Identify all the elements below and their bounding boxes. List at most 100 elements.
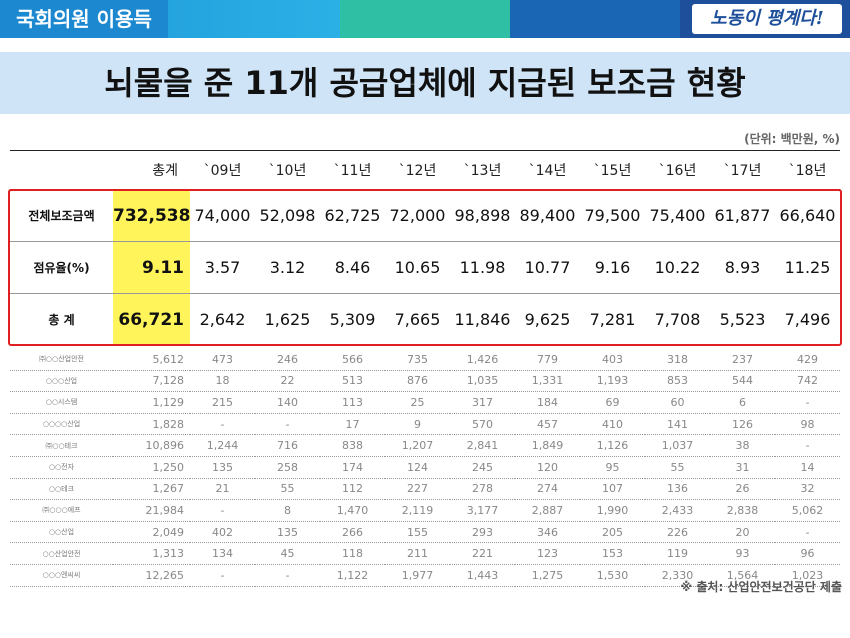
summary-row: 전체보조금액 732,538 74,000 52,098 62,725 72,000 98,…: [10, 189, 840, 242]
value-cell: 10.22: [645, 241, 710, 294]
value-cell: 22: [255, 370, 320, 393]
value-cell: 135: [190, 456, 255, 479]
value-cell: 1,530: [580, 564, 645, 587]
value-cell: 226: [645, 521, 710, 544]
value-cell: 89,400: [515, 189, 580, 242]
value-cell: 5,523: [719, 310, 766, 330]
detail-row: ○○○○산업 1,828- -17 9 570 457 410 141 126 98: [10, 413, 840, 436]
value-cell: 69: [580, 391, 645, 414]
value-cell: 20: [710, 521, 775, 544]
total-cell: 1,250: [113, 456, 190, 479]
header-cell: `11년: [320, 150, 385, 190]
source-note: ※ 출처: 산업안전보건공단 제출: [680, 580, 842, 594]
header-cell: `14년: [515, 150, 580, 190]
value-cell: -: [775, 391, 840, 414]
value-cell: 52,098: [255, 189, 320, 242]
value-cell: 245: [450, 456, 515, 479]
value-cell: 1,207: [385, 434, 450, 457]
value-cell: 1,035: [450, 370, 515, 393]
value-cell: 98: [775, 413, 840, 436]
header-cell: `15년: [580, 150, 645, 190]
value-cell: 1,126: [580, 434, 645, 457]
value-cell: 11,846: [454, 310, 511, 330]
value-cell: 473: [190, 349, 255, 371]
banner-segment-blue: [510, 0, 680, 38]
value-cell: 26: [710, 478, 775, 501]
value-cell: 346: [515, 521, 580, 544]
value-cell: 1,193: [580, 370, 645, 393]
summary-row: 점유율(%) 9.11 3.57 3.12 8.46 10.65 11.98 10.77 9.1…: [10, 241, 840, 294]
value-cell: 79,500: [580, 189, 645, 242]
total-cell: 2,049: [113, 521, 190, 544]
value-cell: -: [775, 521, 840, 544]
total-cell: 7,128: [113, 370, 190, 393]
value-cell: 136: [645, 478, 710, 501]
value-cell: 1,625: [264, 310, 311, 330]
value-cell: 402: [190, 521, 255, 544]
value-cell: 2,841: [450, 434, 515, 457]
value-cell: 140: [255, 391, 320, 414]
header-cell: 총계: [113, 150, 190, 190]
value-cell: 274: [515, 478, 580, 501]
top-banner: 국회의원 이용득 노동이 평계다!: [0, 0, 850, 38]
header-cell: `09년: [190, 150, 255, 190]
total-cell: 1,313: [113, 542, 190, 565]
value-cell: 3.12: [255, 241, 320, 294]
value-cell: 237: [710, 349, 775, 371]
value-cell: 10.65: [385, 241, 450, 294]
value-cell: 6: [710, 391, 775, 414]
header-cell: `16년: [645, 150, 710, 190]
value-cell: 7,665: [394, 310, 441, 330]
value-cell: 317: [450, 391, 515, 414]
detail-row: ○○산업안전 1,313 134 45 118 211 221 123 153 119 93 96: [10, 542, 840, 565]
total-cell: 1,129: [113, 391, 190, 414]
header-cell: `13년: [450, 150, 515, 190]
value-cell: 293: [450, 521, 515, 544]
total-cell: 66,721: [113, 293, 190, 346]
detail-row: ㈜○○테크 10,896 1,244 716 838 1,207 2,841 1,849 1,1…: [10, 434, 840, 457]
value-cell: 8.93: [710, 241, 775, 294]
total-cell: 1,267: [113, 478, 190, 501]
header-label-blank: [10, 150, 113, 190]
value-cell: 853: [645, 370, 710, 393]
value-cell: 1,331: [515, 370, 580, 393]
value-cell: 124: [385, 456, 450, 479]
total-cell: 1,828: [113, 413, 190, 436]
value-cell: 227: [385, 478, 450, 501]
value-cell: 1,564: [710, 564, 775, 587]
value-cell: 1,470: [320, 499, 385, 522]
value-cell: 410: [580, 413, 645, 436]
value-cell: 8.46: [320, 241, 385, 294]
value-cell: -: [255, 413, 320, 436]
value-cell: 17: [320, 413, 385, 436]
detail-row: ㈜○○○에프 21,984-8 1,470 2,119 3,177 2,887 1,990 2…: [10, 499, 840, 522]
value-cell: 1,443: [450, 564, 515, 587]
value-cell: 544: [710, 370, 775, 393]
value-cell: 2,642: [199, 310, 246, 330]
total-cell: 9.11: [113, 241, 190, 294]
company-label: ㈜○○○에프: [10, 499, 113, 522]
value-cell: 25: [385, 391, 450, 414]
value-cell: 120: [515, 456, 580, 479]
detail-table: ㈜○○산업안전 5,612 473 246 566 735 1,426 779 403 318 23…: [10, 349, 840, 587]
value-cell: -: [190, 499, 255, 522]
value-cell: 1,275: [515, 564, 580, 587]
company-label: ○○테크: [10, 478, 113, 501]
value-cell: 62,725: [320, 189, 385, 242]
title-background: [0, 52, 850, 114]
value-cell: -: [775, 434, 840, 457]
company-label: ○○○산업: [10, 370, 113, 393]
value-cell: 155: [385, 521, 450, 544]
value-cell: 14: [775, 456, 840, 479]
value-cell: 429: [775, 349, 840, 371]
value-cell: -: [255, 564, 320, 587]
value-cell: 221: [450, 542, 515, 565]
value-cell: 876: [385, 370, 450, 393]
value-cell: -: [190, 413, 255, 436]
value-cell: 8: [255, 499, 320, 522]
detail-row: ㈜○○산업안전 5,612 473 246 566 735 1,426 779 403 318 23…: [10, 349, 840, 371]
value-cell: 258: [255, 456, 320, 479]
value-cell: 38: [710, 434, 775, 457]
value-cell: 1,977: [385, 564, 450, 587]
value-cell: 513: [320, 370, 385, 393]
